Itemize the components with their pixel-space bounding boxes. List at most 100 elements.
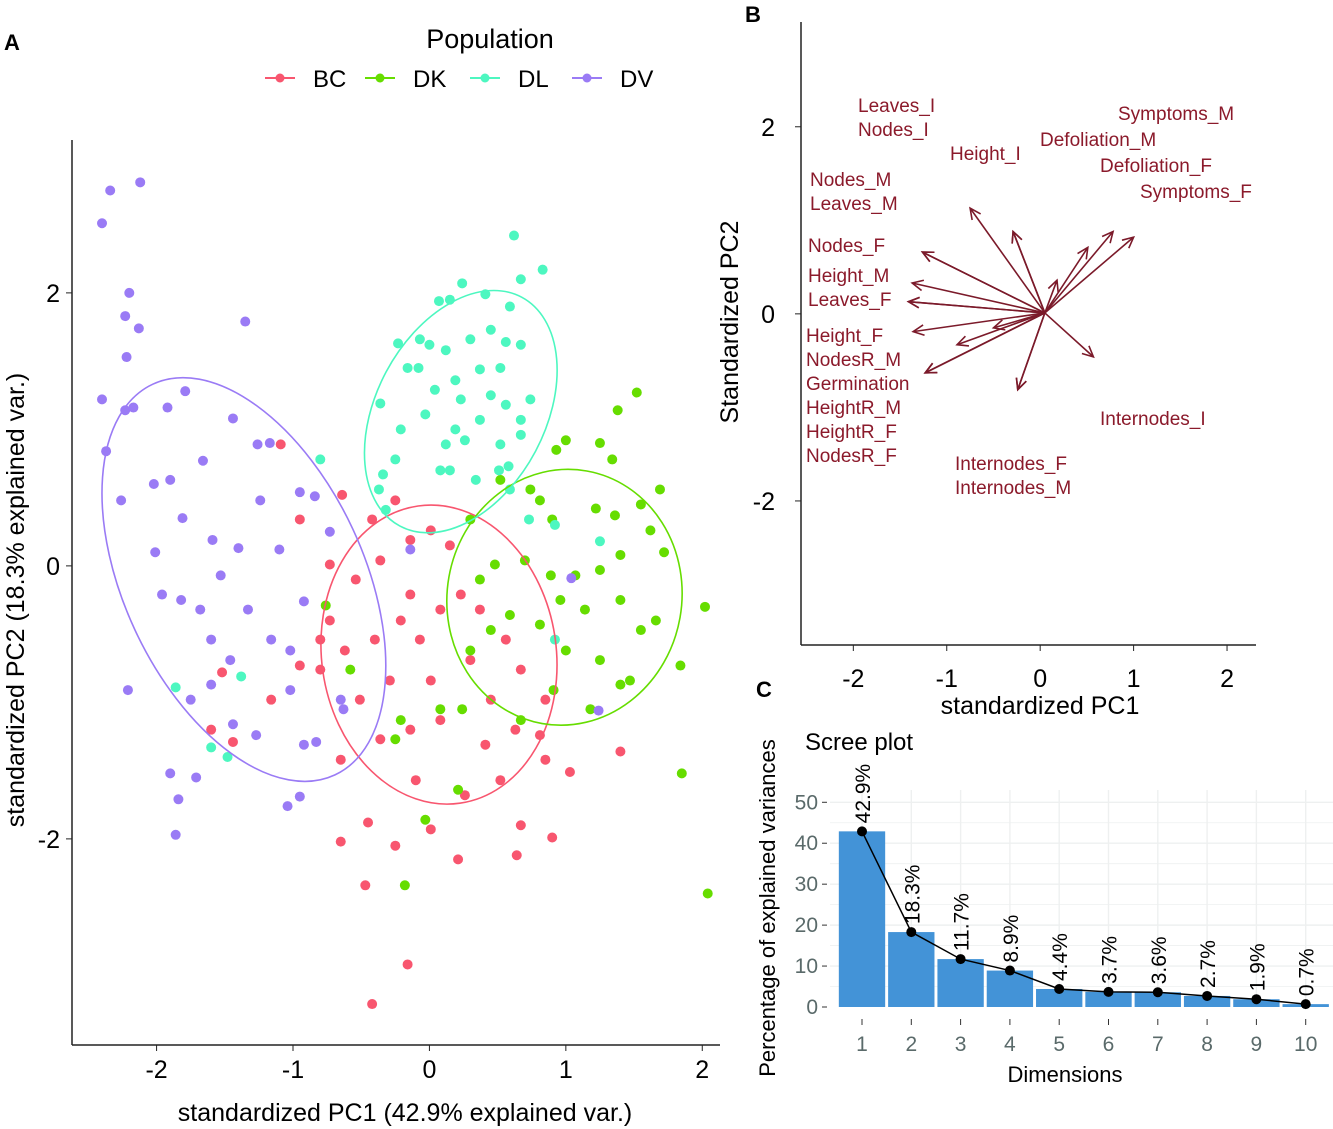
data-point	[309, 491, 320, 502]
data-point	[157, 589, 168, 600]
data-point	[440, 439, 451, 450]
data-point	[453, 784, 464, 795]
series-bc	[206, 439, 626, 1010]
series-dv	[97, 177, 604, 840]
x-tick-label: 2	[1220, 665, 1234, 693]
data-point	[590, 503, 601, 514]
data-label: 4.4%	[1049, 933, 1072, 981]
data-point	[337, 489, 348, 500]
arrow-head	[920, 251, 935, 263]
data-point	[311, 736, 322, 747]
data-point	[631, 387, 642, 398]
data-point	[120, 405, 131, 416]
legend-marker	[275, 73, 285, 83]
data-point	[607, 454, 618, 465]
data-point	[485, 390, 496, 401]
legend-item-dv: DV	[572, 66, 653, 93]
data-point	[285, 645, 296, 656]
data-point	[645, 525, 656, 536]
variable-label: HeightR_F	[806, 422, 897, 443]
data-point	[425, 675, 436, 686]
variable-label: Height_I	[950, 144, 1021, 165]
variable-label: Defoliation_F	[1100, 156, 1212, 177]
data-point	[515, 429, 526, 440]
data-point	[120, 311, 131, 322]
data-label: 8.9%	[1000, 915, 1023, 963]
data-point	[217, 667, 228, 678]
arrow-shaft	[1044, 231, 1114, 314]
arrow-head	[955, 335, 970, 347]
data-point	[148, 478, 159, 489]
data-point	[510, 724, 521, 735]
data-point	[324, 559, 335, 570]
data-point	[540, 694, 551, 705]
arrow-shaft	[1044, 312, 1094, 358]
data-point	[548, 685, 559, 696]
data-point	[378, 469, 389, 480]
data-point	[375, 398, 386, 409]
data-point	[373, 484, 384, 495]
bar-dim-3	[937, 959, 984, 1007]
bar-dim-7	[1134, 992, 1181, 1007]
loading-arrow-defoliation_m: Defoliation_M	[1040, 130, 1156, 314]
data-point	[564, 766, 575, 777]
variable-label: Germination	[806, 374, 910, 395]
bar-dim-6	[1085, 991, 1132, 1007]
data-point	[609, 510, 620, 521]
data-point	[395, 424, 406, 435]
data-point	[503, 461, 514, 472]
data-point	[380, 504, 391, 515]
data-point	[206, 679, 217, 690]
loading-arrow-germination: Germination	[806, 312, 1046, 395]
data-point	[165, 768, 176, 779]
scree-point	[857, 826, 867, 837]
x-tick-label: -2	[842, 665, 864, 693]
data-point	[225, 655, 236, 666]
data-label: 3.7%	[1099, 936, 1122, 984]
y-tick-label: 40	[795, 832, 818, 855]
legend-item-bc: BC	[265, 66, 346, 93]
data-point	[222, 751, 233, 762]
data-point	[135, 177, 146, 188]
variable-label: Leaves_I	[858, 96, 935, 117]
data-point	[266, 634, 277, 645]
y-tick-label: 0	[806, 996, 818, 1019]
data-point	[425, 824, 436, 835]
data-point	[455, 589, 466, 600]
data-point	[405, 724, 416, 735]
arrow-shaft	[1044, 279, 1058, 314]
variable-label: Symptoms_M	[1118, 104, 1234, 125]
data-point	[515, 414, 526, 425]
data-point	[534, 619, 545, 630]
data-label: 1.9%	[1246, 943, 1269, 991]
arrow-shaft	[908, 300, 1045, 314]
data-point	[414, 634, 425, 645]
data-point	[435, 465, 446, 476]
data-point	[176, 595, 187, 606]
variable-label: HeightR_M	[806, 398, 901, 419]
data-point	[97, 218, 108, 229]
data-point	[233, 543, 244, 554]
data-point	[585, 704, 596, 715]
ellipse-dk	[446, 468, 683, 726]
scree-plot-panel: Scree plot Dimensions Percentage of expl…	[755, 729, 1333, 1087]
variable-label: Nodes_F	[808, 236, 885, 257]
data-point	[206, 724, 217, 735]
data-point	[395, 715, 406, 726]
data-point	[324, 526, 335, 537]
data-point	[206, 634, 217, 645]
data-point	[465, 655, 476, 666]
data-point	[390, 734, 401, 745]
data-point	[615, 595, 626, 606]
data-point	[294, 660, 305, 671]
data-point	[594, 438, 605, 449]
data-point	[435, 604, 446, 615]
x-tick-label: 1	[559, 1056, 573, 1084]
data-point	[227, 736, 238, 747]
data-point	[405, 534, 416, 545]
data-point	[335, 836, 346, 847]
data-point	[534, 495, 545, 506]
loading-arrow-leaves_m: Leaves_M	[810, 194, 1046, 314]
variable-label: NodesR_F	[806, 446, 897, 467]
data-point	[455, 394, 466, 405]
